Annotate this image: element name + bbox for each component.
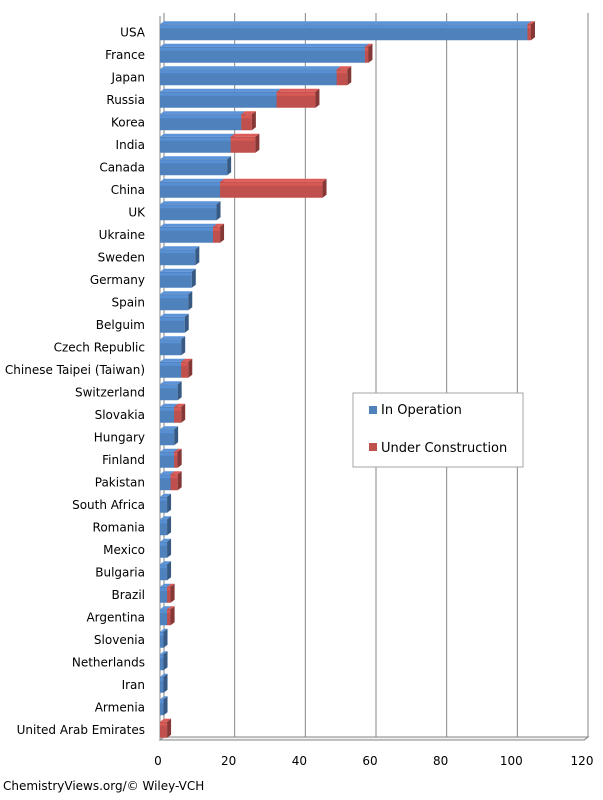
legend: In Operation Under Construction xyxy=(352,392,524,468)
bar-in-operation xyxy=(160,88,281,108)
bar-under-construction xyxy=(230,133,260,153)
x-tick-label: 120 xyxy=(571,754,594,768)
bar-under-construction xyxy=(170,471,182,491)
bar-under-construction xyxy=(336,66,352,86)
legend-box xyxy=(352,392,524,468)
category-label: Finland xyxy=(102,453,145,467)
bar-under-construction xyxy=(213,223,225,243)
category-label: India xyxy=(116,138,145,152)
bar-under-construction xyxy=(241,111,256,131)
x-tick-label: 20 xyxy=(221,754,236,768)
x-tick-label: 100 xyxy=(500,754,523,768)
category-label: Switzerland xyxy=(75,385,145,399)
bar-in-operation xyxy=(160,223,217,243)
category-label: Pakistan xyxy=(95,475,145,489)
category-label: Germany xyxy=(90,273,145,287)
category-label: Belguim xyxy=(96,318,145,332)
chart-floor xyxy=(158,736,590,741)
bar-in-operation xyxy=(160,538,172,558)
category-label: USA xyxy=(120,25,146,39)
x-tick-label: 80 xyxy=(433,754,448,768)
category-label: China xyxy=(111,183,145,197)
category-label: Canada xyxy=(99,160,145,174)
category-label: South Africa xyxy=(72,498,145,512)
bar-in-operation xyxy=(160,156,232,176)
category-label: United Arab Emirates xyxy=(17,723,145,737)
bar-in-operation xyxy=(160,381,182,401)
bar-in-operation xyxy=(160,246,200,266)
category-label: Iran xyxy=(122,678,145,692)
bar-in-operation xyxy=(160,696,168,716)
bar-in-operation xyxy=(160,493,172,513)
bar-under-construction xyxy=(527,21,535,41)
category-label: Hungary xyxy=(94,430,145,444)
x-tick-label: 0 xyxy=(154,754,162,768)
category-label: Netherlands xyxy=(72,655,145,669)
category-label: Argentina xyxy=(86,610,145,624)
bar-under-construction xyxy=(167,606,175,626)
bar-in-operation xyxy=(160,516,172,536)
category-label: Russia xyxy=(106,93,145,107)
bar-in-operation xyxy=(160,336,186,356)
category-label: Japan xyxy=(111,70,145,84)
bar-in-operation xyxy=(160,426,179,446)
category-label: Chinese Taipei (Taiwan) xyxy=(5,363,145,377)
category-label: Ukraine xyxy=(99,228,145,242)
bar-in-operation xyxy=(160,178,225,198)
legend-swatch-in-operation xyxy=(369,406,377,414)
category-label: Romania xyxy=(93,520,145,534)
bar-in-operation xyxy=(160,313,189,333)
category-label: UK xyxy=(128,205,146,219)
bar-in-operation xyxy=(160,291,193,311)
legend-label-under-construction: Under Construction xyxy=(381,441,507,456)
bar-in-operation xyxy=(160,43,369,63)
legend-label-in-operation: In Operation xyxy=(381,403,462,418)
category-label: Czech Republic xyxy=(54,340,145,354)
category-label: Brazil xyxy=(112,588,146,602)
bar-in-operation xyxy=(160,673,168,693)
bar-under-construction xyxy=(174,448,182,468)
category-labels: USA France Japan Russia Korea India Canada Chin… xyxy=(5,25,146,737)
bars xyxy=(160,21,535,738)
bar-under-construction xyxy=(276,88,320,108)
category-label: Mexico xyxy=(103,543,145,557)
bar-under-construction xyxy=(181,358,193,378)
category-label: Slovakia xyxy=(95,408,145,422)
x-axis-floor xyxy=(158,736,590,741)
category-label: Armenia xyxy=(95,700,145,714)
bar-in-operation xyxy=(160,21,532,41)
category-label: France xyxy=(105,48,145,62)
footer-credit: ChemistryViews.org/© Wiley-VCH xyxy=(3,779,205,793)
bar-under-construction xyxy=(167,583,175,603)
category-label: Sweden xyxy=(98,250,145,264)
category-label: Bulgaria xyxy=(95,565,145,579)
category-label: Slovenia xyxy=(94,633,145,647)
category-label: Korea xyxy=(111,115,145,129)
bar-under-construction xyxy=(160,718,172,738)
bar-in-operation xyxy=(160,268,196,288)
bar-in-operation xyxy=(160,111,246,131)
bar-under-construction xyxy=(220,178,327,198)
bar-in-operation xyxy=(160,66,341,86)
x-tick-label: 40 xyxy=(292,754,307,768)
bar-in-operation xyxy=(160,628,168,648)
bar-under-construction xyxy=(364,43,373,63)
bar-under-construction xyxy=(174,403,186,423)
legend-swatch-under-construction xyxy=(369,443,377,451)
x-tick-label: 60 xyxy=(362,754,377,768)
bar-in-operation xyxy=(160,561,172,581)
bar-in-operation xyxy=(160,201,221,221)
x-tick-labels: 0 20 40 60 80 100 120 xyxy=(154,754,593,768)
category-label: Spain xyxy=(111,295,145,309)
bar-in-operation xyxy=(160,133,235,153)
bar-in-operation xyxy=(160,651,168,671)
